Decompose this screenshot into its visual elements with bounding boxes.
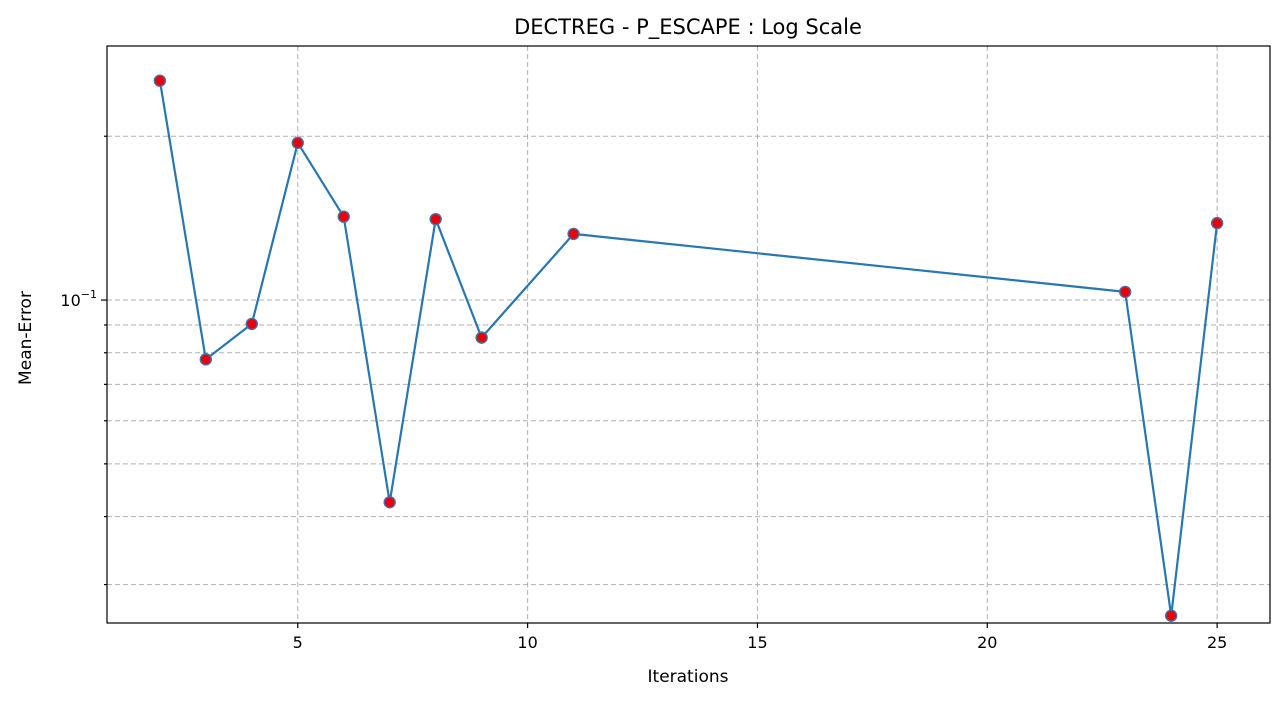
data-point xyxy=(383,496,396,509)
data-point xyxy=(337,210,350,223)
data-point xyxy=(153,74,167,87)
x-tick-label: 10 xyxy=(517,633,537,652)
x-axis-ticks: 5 10 15 20 25 xyxy=(293,623,1227,652)
x-tick-label: 5 xyxy=(293,633,303,652)
x-tick-label: 20 xyxy=(977,633,997,652)
series-line xyxy=(158,80,1219,617)
data-markers xyxy=(153,74,1224,622)
data-line xyxy=(158,80,1219,617)
chart-title: DECTREG - P_ESCAPE : Log Scale xyxy=(514,15,862,40)
data-point xyxy=(567,227,580,241)
x-tick-label: 25 xyxy=(1207,633,1227,652)
data-point xyxy=(1164,609,1178,622)
plot-frame xyxy=(106,45,1271,624)
data-point xyxy=(1210,216,1224,230)
data-point xyxy=(291,136,304,150)
data-point xyxy=(475,331,488,344)
y-axis-label: Mean-Error xyxy=(16,291,36,385)
y-tick-label: 10−1 xyxy=(60,288,97,310)
data-point xyxy=(1118,285,1132,299)
data-point xyxy=(245,317,259,331)
y-axis-ticks: 10−1 xyxy=(60,135,107,586)
x-tick-label: 15 xyxy=(747,633,767,652)
data-point xyxy=(199,353,213,366)
x-axis-label: Iterations xyxy=(648,667,729,687)
grid-lines xyxy=(107,46,1270,623)
data-point xyxy=(429,212,442,226)
